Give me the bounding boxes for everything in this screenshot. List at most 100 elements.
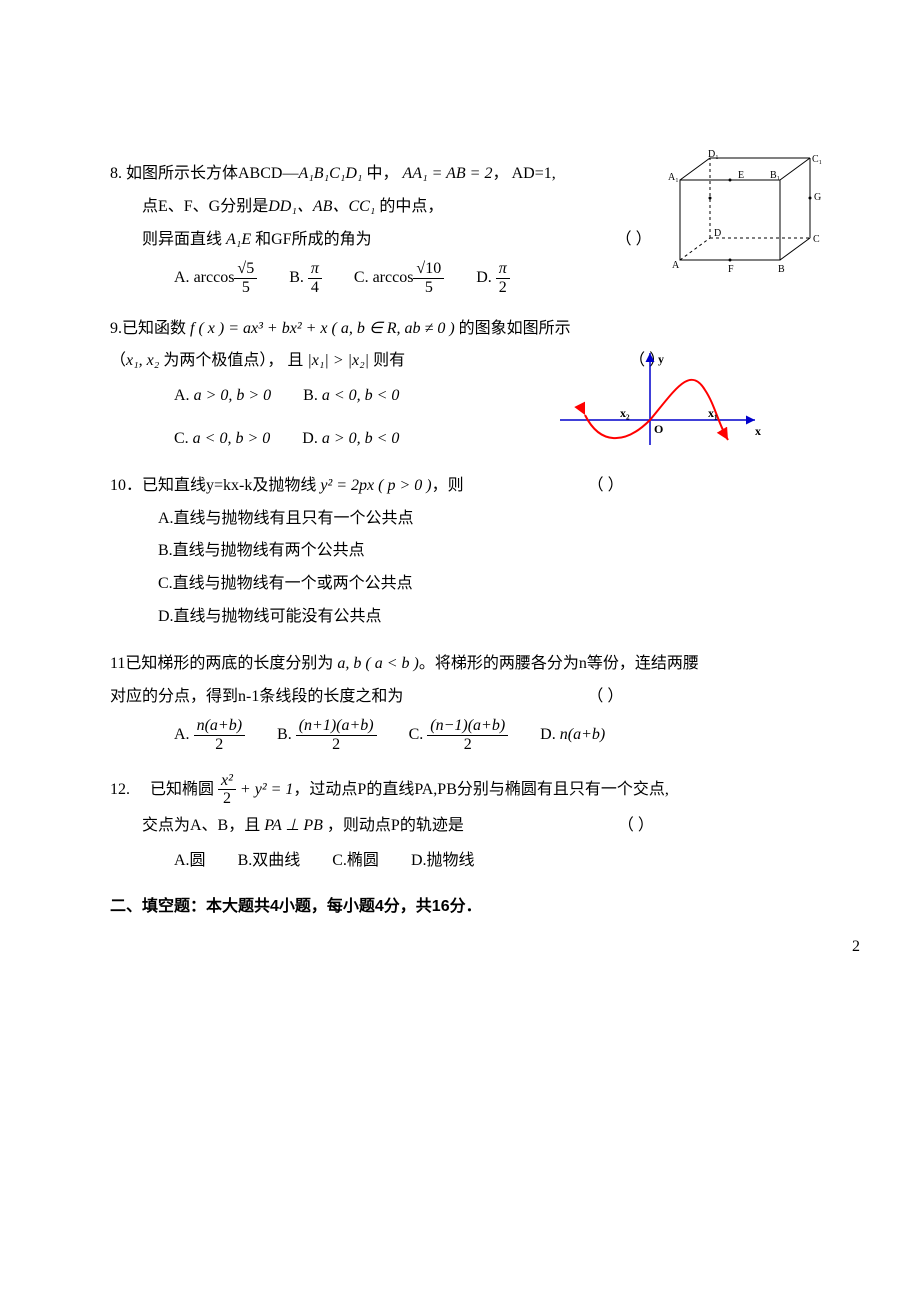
q8-l2a: 点E、F、G分别是	[142, 198, 268, 215]
q12-pre: 12. 已知椭圆	[110, 780, 218, 797]
q9-optB: B. a < 0, b < 0	[303, 382, 399, 411]
question-9: y x O x₂ x₁ 9.已知函数 f ( x ) = ax³ + bx² +…	[110, 315, 810, 454]
q9-absx: |x₁| > |x₂|	[307, 352, 369, 369]
q8-cuboid: A₁B₁C₁D₁	[298, 165, 362, 182]
q12-optD: D.抛物线	[411, 847, 475, 876]
lbl-B1: B₁	[770, 170, 780, 181]
q12-options: A.圆 B.双曲线 C.椭圆 D.抛物线	[110, 847, 810, 876]
q10-optB: B.直线与抛物线有两个公共点	[110, 537, 810, 566]
q12-ellrest: + y² = 1	[236, 780, 294, 797]
question-11: 11已知梯形的两底的长度分别为 a, b ( a < b )。将梯形的两腰各分为…	[110, 650, 810, 754]
q8A-pre: arccos	[194, 269, 235, 286]
lbl-E: E	[738, 170, 744, 181]
lbl-B: B	[778, 264, 785, 275]
q12-line1: 12. 已知椭圆 x²2 + y² = 1，过动点P的直线PA,PB分别与椭圆有…	[110, 772, 810, 808]
q9-x1x2: x₁, x₂	[126, 352, 159, 369]
lbl-A1: A₁	[668, 172, 679, 183]
question-12: 12. 已知椭圆 x²2 + y² = 1，过动点P的直线PA,PB分别与椭圆有…	[110, 772, 810, 876]
q12-line2: 交点为A、B，且 PA ⊥ PB ，则动点P的轨迹是 （ ）	[110, 812, 810, 841]
q8-a1e: A₁E	[226, 231, 251, 248]
q11-line2: 对应的分点，得到n-1条线段的长度之和为 （ ）	[110, 683, 810, 712]
lblB: B.	[289, 269, 304, 286]
q10-optA: A.直线与抛物线有且只有一个公共点	[110, 505, 810, 534]
q8-optA: A. arccos√55	[174, 260, 257, 296]
q8B-num: π	[308, 260, 322, 279]
lbl-D1: D₁	[708, 150, 719, 160]
q11-optC: C. (n−1)(a+b)2	[409, 717, 509, 753]
q8-bracket: （ ）	[616, 226, 652, 255]
q8-cond2: ， AD=1,	[492, 165, 555, 182]
question-8: A B C D A₁ B₁ C₁ D₁ E F G 8. 如图所示长方体ABCD…	[110, 160, 810, 297]
q8A-den: 5	[234, 279, 257, 297]
q11-options: A. n(a+b)2 B. (n+1)(a+b)2 C. (n−1)(a+b)2…	[110, 717, 810, 753]
cubic-figure: y x O x₂ x₁	[550, 345, 770, 455]
cuboid-figure: A B C D A₁ B₁ C₁ D₁ E F G	[660, 150, 830, 280]
lbl-D: D	[714, 228, 721, 239]
q11-line1: 11已知梯形的两底的长度分别为 a, b ( a < b )。将梯形的两腰各分为…	[110, 650, 810, 679]
q9-fx: f ( x ) = ax³ + bx² + x ( a, b ∈ R, ab ≠…	[190, 320, 455, 337]
q12-l2b: ，则动点P的轨迹是	[323, 817, 464, 834]
fig-O: O	[654, 422, 663, 436]
q8C-num: √10	[413, 260, 444, 279]
q9-pre: 9.已知函数	[110, 320, 190, 337]
q12-perp: PA ⊥ PB	[264, 817, 323, 834]
q8-l2b: 的中点，	[375, 198, 443, 215]
q11-optB: B. (n+1)(a+b)2	[277, 717, 377, 753]
q12-optC: C.椭圆	[332, 847, 379, 876]
q9-line1: 9.已知函数 f ( x ) = ax³ + bx² + x ( a, b ∈ …	[110, 315, 810, 344]
q8-cond1: AA₁ = AB = 2	[403, 165, 493, 182]
q8-optD: D. π2	[476, 260, 510, 296]
q8B-den: 4	[308, 279, 322, 297]
section-2-title: 二、填空题：本大题共4小题，每小题4分，共16分．	[110, 893, 810, 922]
q12-optB: B.双曲线	[238, 847, 301, 876]
lblA: A.	[174, 269, 190, 286]
q9-optD: D. a > 0, b < 0	[302, 425, 399, 454]
q8-intro2: 中，	[363, 165, 399, 182]
fig-x: x	[755, 424, 761, 438]
q8-intro: 如图所示长方体ABCD—	[126, 165, 298, 182]
lbl-A: A	[672, 260, 680, 271]
q8-midof: DD₁、AB、CC₁	[268, 198, 375, 215]
q8A-num: √5	[234, 260, 257, 279]
lbl-G: G	[814, 192, 821, 203]
lbl-C1: C₁	[812, 154, 822, 165]
q10-optD: D.直线与抛物线可能没有公共点	[110, 603, 810, 632]
q10-para: y² = 2px ( p > 0 )	[320, 477, 431, 494]
q8-optC: C. arccos√105	[354, 260, 444, 296]
q12-post: ，过动点P的直线PA,PB分别与椭圆有且只有一个交点,	[293, 780, 668, 797]
q11-ab: a, b ( a < b )	[337, 655, 418, 672]
q8-l3a: 则异面直线	[142, 231, 226, 248]
q10-bracket: （ ）	[588, 472, 624, 501]
q8D-den: 2	[496, 279, 510, 297]
q8D-num: π	[496, 260, 510, 279]
q12-l2a: 交点为A、B，且	[142, 817, 264, 834]
q9-optA: A. a > 0, b > 0	[174, 382, 271, 411]
fig-x2: x₂	[620, 406, 630, 420]
lbl-F: F	[728, 264, 734, 275]
q12-optA: A.圆	[174, 847, 206, 876]
q10-post: ，则	[432, 477, 464, 494]
question-10: 10．已知直线y=kx-k及抛物线 y² = 2px ( p > 0 )，则 （…	[110, 472, 810, 632]
q11-post: 。将梯形的两腰各分为n等份，连结两腰	[419, 655, 699, 672]
q11-l2: 对应的分点，得到n-1条线段的长度之和为	[110, 688, 403, 705]
q8C-den: 5	[413, 279, 444, 297]
fig-y: y	[658, 352, 664, 366]
lblC: C.	[354, 269, 369, 286]
q11-optD: D. n(a+b)	[540, 721, 605, 750]
q11-bracket: （ ）	[587, 683, 623, 712]
q9-l2b: 为两个极值点）， 且	[159, 352, 307, 369]
q11-pre: 11已知梯形的两底的长度分别为	[110, 655, 337, 672]
q9-post: 的图象如图所示	[455, 320, 571, 337]
q9-l2c: 则有	[369, 352, 405, 369]
q12-bracket: （ ）	[618, 812, 654, 841]
q10-line1: 10．已知直线y=kx-k及抛物线 y² = 2px ( p > 0 )，则 （…	[110, 472, 810, 501]
lblD: D.	[476, 269, 492, 286]
q8-l3b: 和GF所成的角为	[251, 231, 371, 248]
q10-pre: 10．已知直线y=kx-k及抛物线	[110, 477, 320, 494]
q8-optB: B. π4	[289, 260, 322, 296]
lbl-C: C	[813, 234, 820, 245]
q9-optC: C. a < 0, b > 0	[174, 425, 270, 454]
fig-x1: x₁	[708, 406, 718, 420]
q8C-pre: arccos	[373, 269, 414, 286]
q9-l2a: （	[110, 352, 126, 369]
